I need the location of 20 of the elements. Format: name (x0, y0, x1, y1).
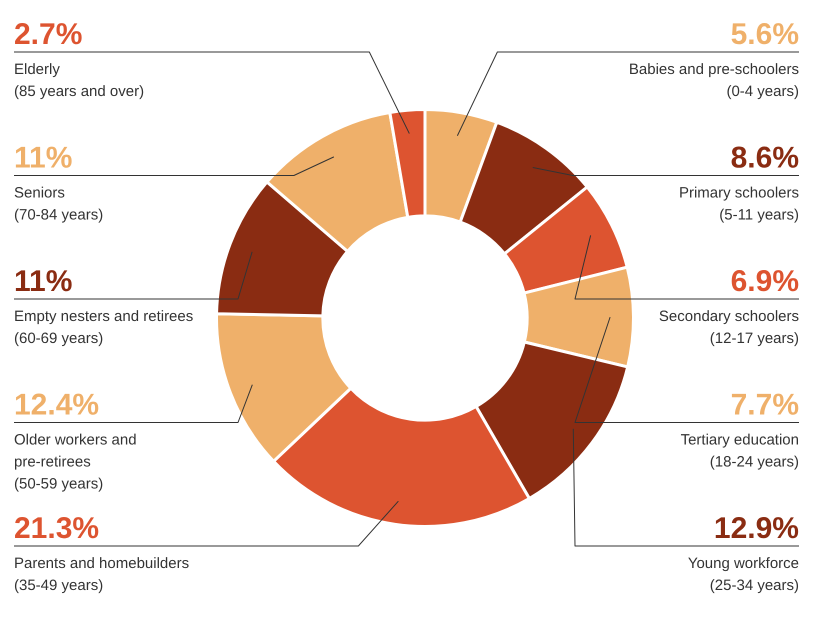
data-label: 6.9% (730, 265, 799, 298)
slice-label: Empty nesters and retirees (60-69 years) (14, 308, 194, 347)
data-label: 8.6% (730, 142, 799, 174)
slice-label: Tertiary education (18-24 years) (680, 432, 800, 470)
slice-label: Young workforce (25-34 years) (688, 555, 800, 594)
data-label: 12.4% (14, 388, 100, 422)
slice-label: Seniors (70-84 years) (14, 184, 104, 224)
data-label: 21.3% (14, 512, 100, 545)
data-label: 11% (14, 142, 72, 174)
data-label: 7.7% (730, 388, 799, 422)
slice-label: Elderly (85 years and over) (14, 61, 144, 100)
data-label: 2.7% (14, 18, 82, 51)
slice-label: Parents and homebuilders (35-49 years) (14, 555, 190, 594)
slice-label: Babies and pre-schoolers (0-4 years) (628, 61, 799, 100)
slice-label: Older workers and pre-retirees (50-59 years) (14, 432, 137, 492)
data-label: 5.6% (730, 18, 799, 51)
slice-label: Primary schoolers (5-11 years) (678, 184, 799, 224)
slice-label: Secondary schoolers (12-17 years) (658, 308, 800, 347)
data-label: 11% (14, 265, 72, 298)
data-label: 12.9% (714, 512, 799, 545)
